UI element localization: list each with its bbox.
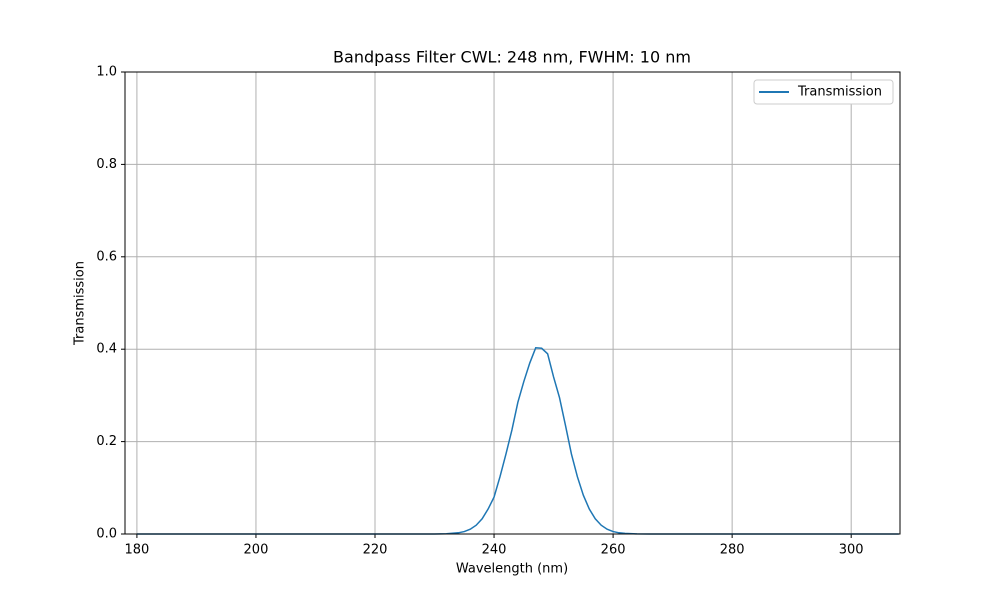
x-tick-label: 240 [482, 543, 507, 558]
x-tick-label: 180 [124, 543, 149, 558]
y-tick-label: 1.0 [96, 65, 117, 80]
x-tick-label: 200 [244, 543, 269, 558]
y-tick-label: 0.4 [96, 342, 117, 357]
y-axis-label: Transmission [73, 261, 88, 346]
x-tick-label: 260 [601, 543, 626, 558]
x-axis-label: Wavelength (nm) [456, 562, 568, 577]
plot-frame [124, 71, 901, 535]
x-tick-label: 300 [839, 543, 864, 558]
legend-box [753, 79, 894, 105]
y-tick-label: 0.2 [96, 434, 117, 449]
y-tick-label: 0.6 [96, 249, 117, 264]
data-line [136, 347, 899, 535]
legend-label: Transmission [797, 85, 882, 100]
x-tick-label: 220 [363, 543, 388, 558]
chart-title: Bandpass Filter CWL: 248 nm, FWHM: 10 nm [333, 48, 691, 67]
y-tick-label: 0.0 [96, 527, 117, 542]
x-tick-label: 280 [720, 543, 745, 558]
y-tick-label: 0.8 [96, 157, 117, 172]
